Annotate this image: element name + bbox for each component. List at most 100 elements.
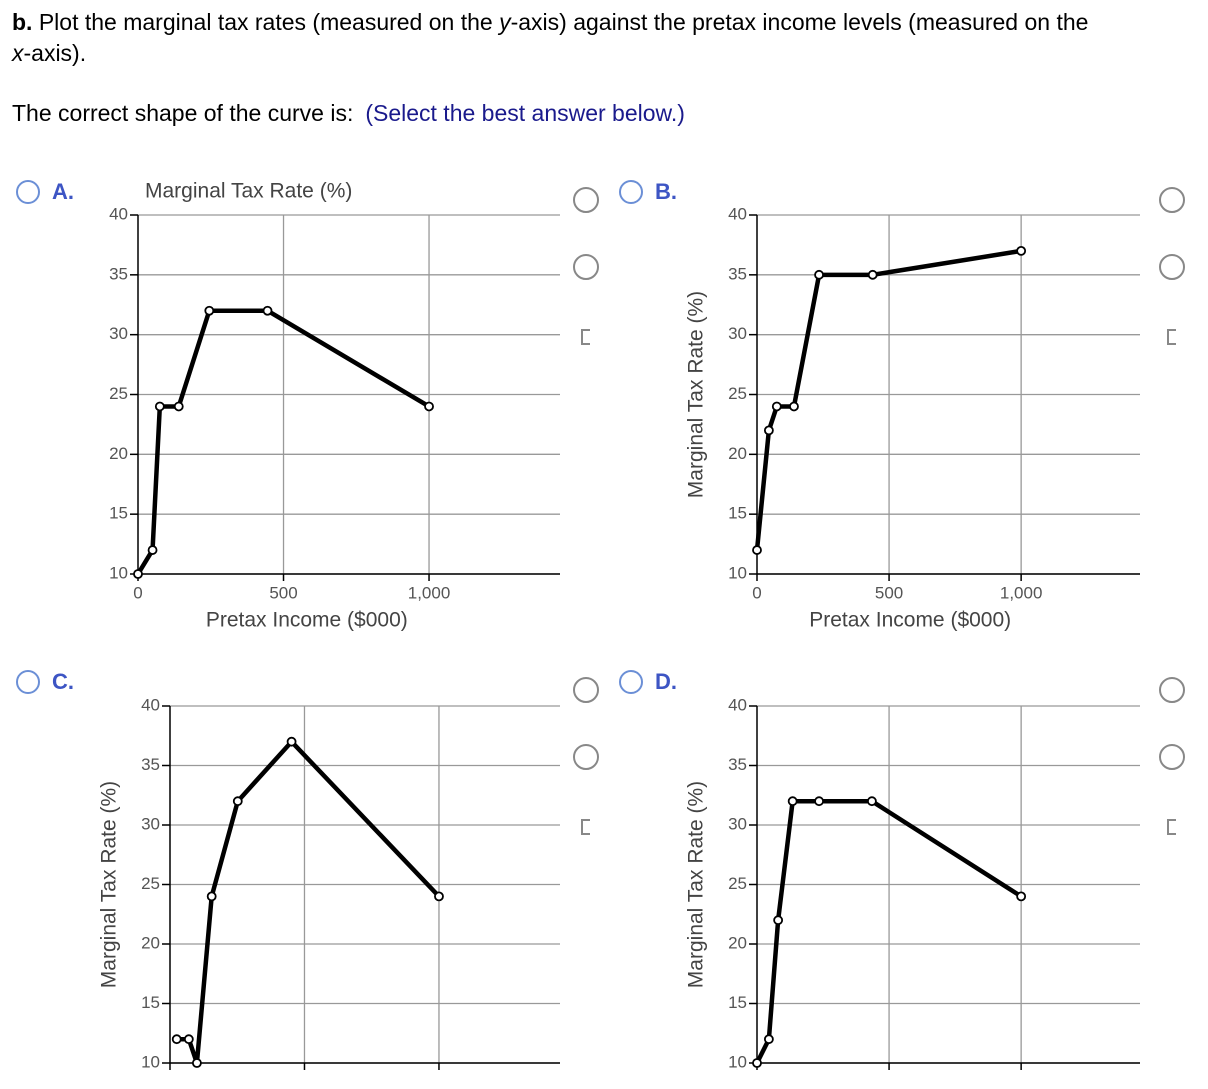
point bbox=[814, 796, 824, 807]
y-tick-label: 20 bbox=[728, 933, 747, 952]
point bbox=[154, 401, 165, 412]
reset-icon[interactable] bbox=[573, 744, 599, 770]
point bbox=[434, 891, 444, 902]
point bbox=[773, 915, 784, 926]
option-label: D. bbox=[655, 669, 677, 694]
y-tick-label: 25 bbox=[728, 384, 747, 403]
question-text: -axis). bbox=[24, 40, 87, 66]
expand-icon[interactable] bbox=[1167, 819, 1176, 835]
reset-icon[interactable] bbox=[1159, 744, 1185, 770]
option-label: B. bbox=[655, 179, 677, 204]
prompt-instruction: (Select the best answer below.) bbox=[365, 100, 685, 126]
point bbox=[147, 545, 158, 555]
point bbox=[752, 1058, 762, 1068]
point bbox=[133, 569, 143, 579]
y-tick-label: 35 bbox=[728, 264, 747, 283]
y-tick-label: 15 bbox=[109, 504, 128, 523]
zoom-icon[interactable] bbox=[573, 187, 599, 213]
point bbox=[191, 1058, 202, 1068]
prompt-text: The correct shape of the curve is: bbox=[12, 100, 353, 126]
y-axis-label: Marginal Tax Rate (%) bbox=[685, 781, 708, 988]
y-tick-label: 25 bbox=[109, 384, 128, 403]
y-tick-label: 15 bbox=[728, 993, 747, 1012]
radio-button[interactable] bbox=[619, 180, 643, 204]
point bbox=[204, 305, 215, 316]
point bbox=[789, 401, 799, 412]
y-axis-label: Marginal Tax Rate (%) bbox=[98, 781, 121, 988]
expand-icon[interactable] bbox=[1167, 329, 1176, 345]
y-axis-label: Marginal Tax Rate (%) bbox=[685, 291, 708, 498]
y-tick-label: 15 bbox=[141, 993, 160, 1012]
point bbox=[232, 796, 243, 807]
y-tick-label: 10 bbox=[109, 563, 128, 582]
y-tick-label: 20 bbox=[109, 444, 128, 463]
expand-icon[interactable] bbox=[581, 819, 590, 835]
point bbox=[787, 796, 798, 807]
x-tick-label: 0 bbox=[752, 583, 761, 602]
radio-button[interactable] bbox=[16, 180, 40, 204]
reset-icon[interactable] bbox=[1159, 254, 1185, 280]
point bbox=[763, 1034, 774, 1045]
point bbox=[867, 796, 877, 807]
point bbox=[183, 1034, 194, 1045]
point bbox=[171, 1034, 182, 1045]
y-tick-label: 35 bbox=[728, 755, 747, 774]
point bbox=[424, 401, 434, 412]
radio-button[interactable] bbox=[16, 670, 40, 694]
y-tick-label: 30 bbox=[728, 324, 747, 343]
question: x-axis). bbox=[11, 40, 86, 66]
zoom-icon[interactable] bbox=[1159, 677, 1185, 703]
radio-button[interactable] bbox=[619, 670, 643, 694]
option-label: A. bbox=[52, 179, 74, 204]
y-tick-label: 30 bbox=[728, 814, 747, 833]
y-tick-label: 35 bbox=[109, 264, 128, 283]
option-label: C. bbox=[52, 669, 74, 694]
question-text: Plot the marginal tax rates (measured on… bbox=[39, 9, 499, 35]
reset-icon[interactable] bbox=[573, 254, 599, 280]
point bbox=[814, 269, 824, 280]
zoom-icon[interactable] bbox=[1159, 187, 1185, 213]
point bbox=[173, 401, 184, 412]
question-text: x bbox=[11, 40, 25, 66]
x-tick-label: 500 bbox=[875, 583, 903, 602]
y-tick-label: 40 bbox=[728, 695, 747, 714]
y-tick-label: 10 bbox=[728, 563, 747, 582]
side-icons bbox=[573, 187, 1185, 835]
point bbox=[867, 269, 878, 280]
x-tick-label: 1,000 bbox=[408, 583, 451, 602]
y-tick-label: 10 bbox=[141, 1052, 160, 1071]
y-tick-label: 10 bbox=[728, 1052, 747, 1071]
expand-icon[interactable] bbox=[581, 329, 590, 345]
point bbox=[1016, 891, 1027, 902]
point bbox=[1016, 245, 1027, 256]
question-text: -axis) against the pretax income levels … bbox=[511, 9, 1089, 35]
y-tick-label: 30 bbox=[109, 324, 128, 343]
y-tick-label: 20 bbox=[141, 933, 160, 952]
x-tick-label: 500 bbox=[269, 583, 297, 602]
point bbox=[262, 305, 273, 316]
y-tick-label: 25 bbox=[141, 874, 160, 893]
point bbox=[286, 736, 297, 747]
x-tick-label: 1,000 bbox=[1000, 583, 1043, 602]
point bbox=[752, 545, 762, 555]
question-part: b. bbox=[12, 9, 32, 35]
curve bbox=[176, 739, 441, 1066]
zoom-icon[interactable] bbox=[573, 677, 599, 703]
y-tick-label: 40 bbox=[141, 695, 160, 714]
question: b. Plot the marginal tax rates (measured… bbox=[12, 9, 1088, 35]
question-text: y bbox=[497, 9, 512, 35]
x-axis-label: Pretax Income ($000) bbox=[206, 609, 408, 632]
point bbox=[763, 425, 774, 436]
point bbox=[206, 891, 217, 902]
x-axis-label: Pretax Income ($000) bbox=[809, 609, 1011, 632]
y-axis-label: Marginal Tax Rate (%) bbox=[145, 180, 352, 203]
y-tick-label: 20 bbox=[728, 444, 747, 463]
y-tick-label: 30 bbox=[141, 814, 160, 833]
y-tick-label: 15 bbox=[728, 504, 747, 523]
y-tick-label: 25 bbox=[728, 874, 747, 893]
prompt: The correct shape of the curve is: (Selec… bbox=[12, 100, 685, 126]
y-tick-label: 40 bbox=[109, 204, 128, 223]
y-tick-label: 35 bbox=[141, 755, 160, 774]
y-tick-label: 40 bbox=[728, 204, 747, 223]
